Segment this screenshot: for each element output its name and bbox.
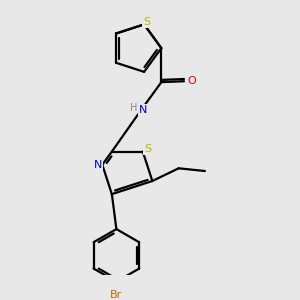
Text: S: S [144,144,151,154]
Text: O: O [188,76,197,86]
Text: H: H [130,103,137,112]
Text: Br: Br [110,290,122,300]
Text: N: N [94,160,102,170]
Text: S: S [143,17,150,27]
Text: N: N [139,105,147,115]
